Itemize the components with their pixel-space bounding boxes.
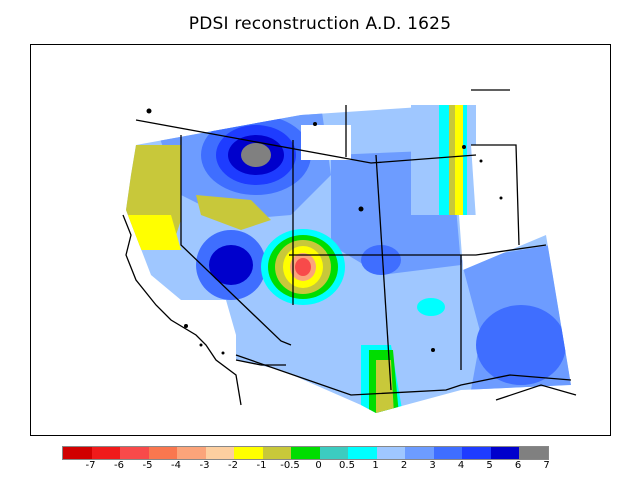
colorbar-tick-label: -4	[171, 460, 181, 471]
map-frame	[30, 44, 611, 436]
field-north-core-7	[241, 143, 271, 167]
lakes	[146, 108, 503, 355]
colorbar	[62, 446, 549, 460]
colorbar-tick-label: -0.5	[280, 460, 300, 471]
field-cyan-patch	[417, 298, 445, 316]
boundary-south-west	[235, 359, 286, 366]
field-ridge-dry	[196, 195, 271, 230]
field-northwest-dry-core	[126, 215, 181, 250]
boundary-south	[235, 354, 572, 396]
colorbar-tick-label: 1	[372, 460, 379, 471]
colorbar-swatch	[148, 447, 177, 459]
mask-east	[471, 145, 516, 220]
coastline	[122, 214, 242, 406]
colorbar-tick-label: -3	[199, 460, 210, 471]
colorbar-tick-label: 4	[457, 460, 465, 471]
boundary-gulf	[495, 384, 577, 401]
colorbar-swatch	[490, 447, 519, 459]
boundary-west	[180, 135, 292, 346]
colorbar-tick-label: 2	[400, 460, 408, 471]
field-nevada-m5	[295, 258, 311, 276]
boundary-ne	[471, 144, 520, 246]
colorbar-tick-label: 3	[429, 460, 436, 471]
boundary-central	[289, 244, 547, 256]
colorbar-tick-label: 6	[514, 460, 522, 471]
colorbar-tick-label: 7	[543, 460, 550, 471]
field-west-core-6	[209, 245, 253, 285]
colorbar-tick-label: 0	[315, 460, 322, 471]
colorbar-swatch	[433, 447, 462, 459]
colorbar-swatch	[519, 447, 548, 459]
colorbar-tick-label: -2	[228, 460, 238, 471]
colorbar-swatch	[205, 447, 234, 459]
boundary-central-east	[375, 154, 392, 391]
colorbar-swatch	[319, 447, 348, 459]
colorbar-tick-label: 0.5	[339, 460, 355, 471]
colorbar-tick-label: -6	[114, 460, 124, 471]
colorbar-swatch	[262, 447, 291, 459]
pdsi-map	[122, 89, 577, 413]
colorbar-tick-label: 5	[486, 460, 493, 471]
colorbar-tick-label: -5	[142, 460, 153, 471]
northeast-strip	[411, 105, 476, 215]
colorbar-swatch	[177, 447, 206, 459]
colorbar-swatch	[120, 447, 149, 459]
colorbar-swatch	[376, 447, 405, 459]
colorbar-swatch	[234, 447, 263, 459]
colorbar-tick-label: -1	[256, 460, 267, 471]
colorbar-swatch	[291, 447, 320, 459]
mask-lake	[301, 125, 351, 160]
colorbar-swatch	[63, 447, 92, 459]
map-title: PDSI reconstruction A.D. 1625	[188, 14, 452, 34]
field-east-wet-core	[476, 305, 566, 385]
colorbar-swatch	[405, 447, 434, 459]
colorbar-swatch	[348, 447, 377, 459]
colorbar-tick-label: -7	[85, 460, 96, 471]
colorbar-swatch	[91, 447, 120, 459]
field-central-core	[361, 245, 401, 275]
political-boundaries	[122, 89, 577, 406]
ne-band-m1	[455, 105, 463, 215]
colorbar-swatch	[462, 447, 491, 459]
boundary-north	[135, 119, 477, 164]
